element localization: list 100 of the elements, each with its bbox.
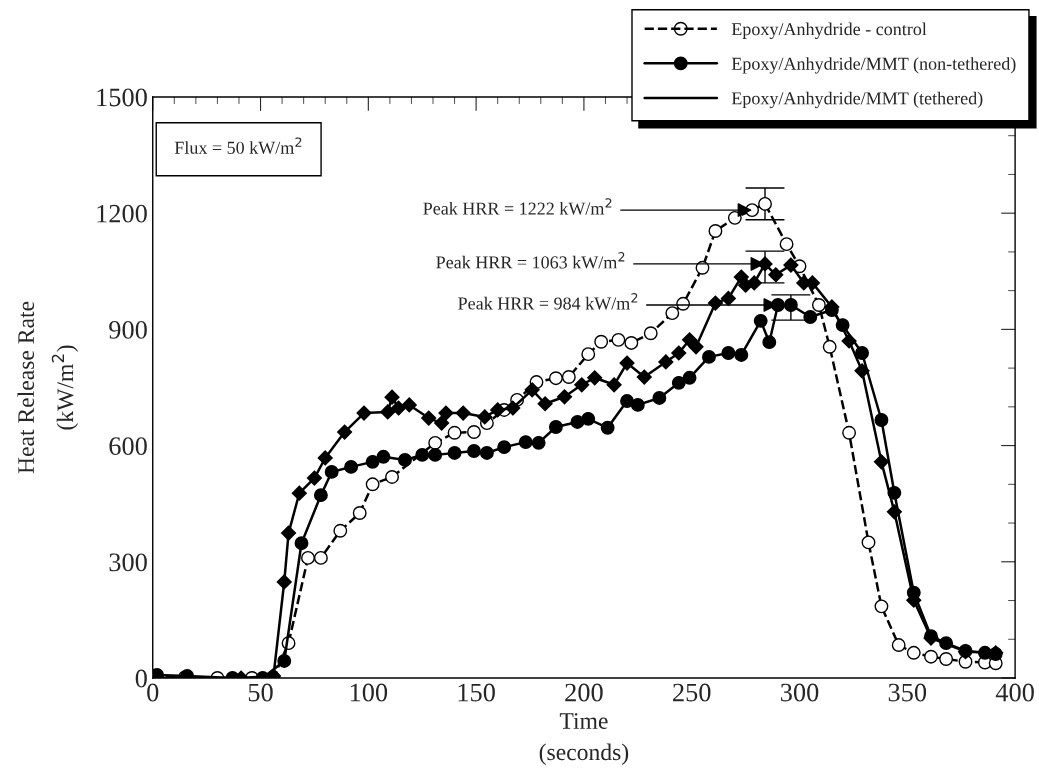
point	[768, 267, 784, 283]
point	[611, 332, 626, 347]
point	[873, 454, 890, 470]
point	[721, 346, 736, 360]
point	[561, 370, 576, 384]
y-tick-label: 1200	[97, 204, 147, 223]
point	[333, 523, 348, 538]
y-tick-label: 900	[109, 320, 147, 339]
x-tick-label: 400	[995, 683, 1034, 702]
point	[434, 415, 450, 431]
point	[671, 375, 686, 390]
point	[636, 369, 652, 385]
point	[428, 435, 443, 450]
point	[783, 257, 799, 273]
point	[428, 447, 443, 462]
point	[874, 599, 889, 614]
point	[822, 339, 837, 354]
point	[294, 536, 309, 551]
point	[455, 405, 471, 421]
point	[581, 347, 596, 362]
x-tick-label: 100	[350, 683, 388, 702]
point	[587, 370, 603, 386]
x-tick-label: 150	[458, 683, 495, 702]
point	[762, 335, 777, 350]
x-tick-label: 0	[147, 683, 159, 702]
annotation: Peak HRR = 1222 kW/m$^{2}$	[423, 198, 612, 215]
point	[600, 420, 615, 435]
point	[356, 405, 372, 421]
point	[842, 425, 857, 440]
point	[682, 370, 697, 385]
point	[811, 298, 826, 312]
y-tick-label: 0	[135, 669, 147, 688]
point	[924, 649, 938, 664]
point	[643, 326, 658, 341]
y-axis-title: Heat Release Rate (kW/m$^{2}$)	[17, 301, 79, 474]
point	[556, 389, 573, 405]
point	[291, 485, 307, 501]
point	[671, 345, 687, 361]
x-tick-label: 250	[673, 683, 711, 702]
point	[398, 452, 412, 467]
point	[624, 335, 639, 350]
point	[497, 440, 512, 455]
point	[390, 400, 407, 416]
x-tick-label: 200	[565, 683, 603, 702]
point	[606, 377, 622, 393]
point	[467, 425, 481, 439]
point	[630, 397, 645, 412]
point	[376, 449, 391, 464]
point	[524, 382, 540, 398]
point	[280, 525, 297, 541]
annotation: Peak HRR = 1063 kW/m$^{2}$	[436, 252, 625, 269]
point	[401, 397, 417, 413]
point	[467, 444, 481, 458]
point	[306, 470, 322, 486]
y-tick-label: 300	[109, 553, 147, 572]
point	[734, 347, 749, 362]
x-tick-label: 300	[780, 683, 819, 702]
point	[479, 445, 494, 460]
point	[477, 409, 493, 425]
point	[665, 306, 680, 321]
point	[537, 396, 553, 412]
point	[581, 411, 596, 426]
point	[421, 410, 437, 426]
annotation: Flux = 50 kW/m$^{2}$	[174, 137, 302, 154]
point	[619, 355, 635, 371]
point	[277, 654, 292, 668]
point	[855, 346, 869, 360]
annotation: Peak HRR = 984 kW/m$^{2}$	[458, 293, 638, 310]
point	[505, 400, 521, 416]
point	[886, 504, 902, 520]
point	[758, 196, 772, 211]
point	[365, 477, 380, 492]
point	[385, 470, 399, 484]
point	[415, 447, 430, 462]
point	[702, 349, 716, 364]
point	[380, 404, 396, 420]
point	[384, 389, 400, 405]
point	[841, 333, 857, 349]
point	[620, 394, 634, 408]
point	[344, 459, 359, 474]
point	[337, 424, 353, 440]
x-tick-label: 350	[888, 683, 927, 702]
point	[594, 334, 609, 349]
point	[324, 464, 339, 479]
point	[490, 402, 506, 418]
point	[317, 450, 333, 466]
point	[518, 435, 533, 450]
point	[720, 290, 736, 306]
point	[531, 435, 546, 450]
point	[301, 550, 315, 565]
point	[803, 310, 818, 324]
point	[783, 298, 798, 312]
point	[708, 224, 723, 238]
point	[753, 313, 768, 328]
point	[447, 425, 462, 440]
point	[891, 638, 906, 653]
legend-label: Epoxy/Anhydride/MMT (non-tethered)	[731, 57, 1016, 74]
legend-label: Epoxy/Anhydride/MMT (tethered)	[731, 91, 983, 109]
y-tick-label: 1500	[97, 88, 147, 107]
point	[874, 413, 889, 427]
